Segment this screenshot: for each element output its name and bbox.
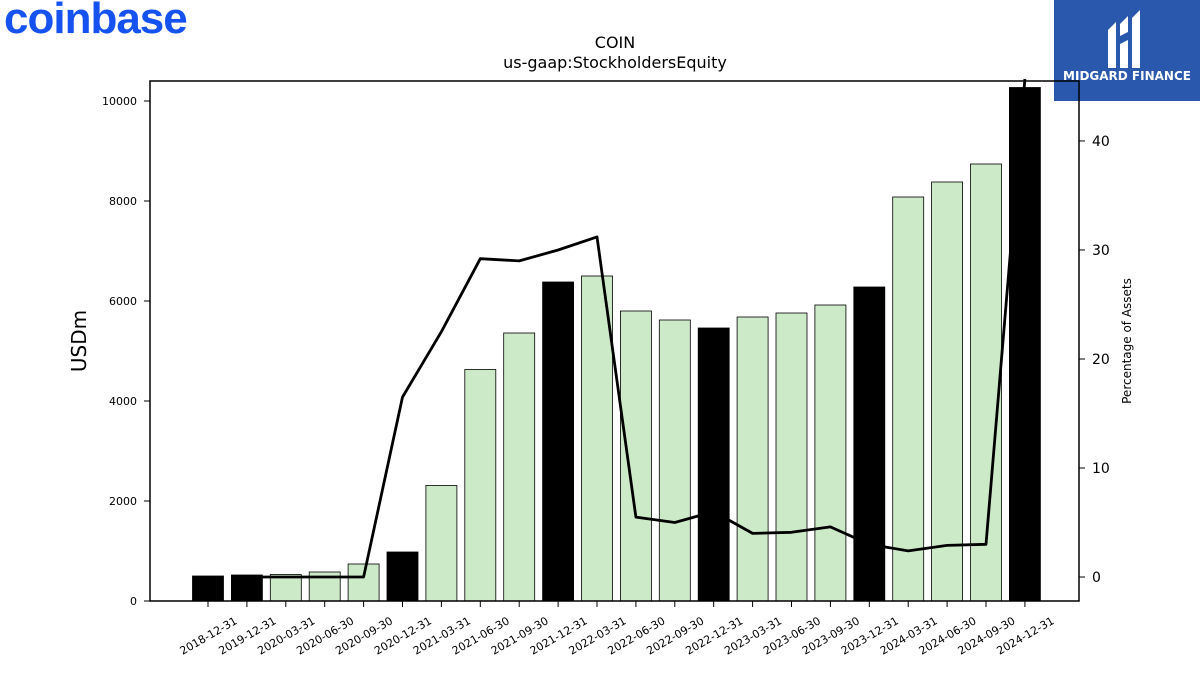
midgard-logo-icon: [1108, 10, 1140, 68]
bar-2024-12-31: [1009, 87, 1041, 602]
bar-2023-12-31: [853, 286, 886, 602]
bar-2022-03-31: [581, 275, 613, 602]
y-tick-label: 2000: [109, 495, 137, 508]
x-axis: 2018-12-312019-12-312020-03-312020-06-30…: [178, 601, 1056, 658]
coinbase-logo: coinbase: [4, 0, 188, 43]
bar-2020-12-31: [386, 551, 419, 602]
midgard-logo-label: MIDGARD FINANCE: [1063, 69, 1191, 83]
bar-2018-12-31: [192, 575, 224, 602]
bar-2022-12-31: [697, 327, 730, 602]
chart-title: COIN: [595, 33, 635, 52]
y2-tick-label: 10: [1092, 461, 1110, 477]
y-axis: 0 2000 4000 6000 8000 10000: [102, 95, 150, 608]
y2-axis-label: Percentage of Assets: [1120, 278, 1134, 404]
y2-tick-label: 20: [1092, 352, 1110, 368]
y2-tick-label: 30: [1092, 243, 1110, 259]
bar-2021-12-31: [542, 281, 574, 602]
y-axis-label: USDm: [67, 310, 91, 372]
bar-2022-06-30: [620, 310, 652, 602]
bar-series: [192, 87, 1041, 602]
midgard-finance-logo: MIDGARD FINANCE: [1054, 0, 1200, 101]
percentage-of-assets-line: [246, 78, 1027, 579]
bar-2023-09-30: [814, 304, 847, 602]
bar-2019-12-31: [230, 574, 263, 602]
bar-2022-09-30: [658, 319, 691, 602]
y-tick-label: 8000: [109, 195, 137, 208]
line-series: [246, 78, 1027, 579]
y2-axis: 0 10 20 30 40: [1079, 134, 1110, 586]
y2-tick-label: 0: [1092, 570, 1101, 586]
bar-2021-06-30: [464, 369, 497, 602]
y-tick-label: 0: [130, 595, 137, 608]
chart-subtitle: us-gaap:StockholdersEquity: [503, 53, 727, 72]
y2-tick-label: 40: [1092, 134, 1110, 150]
bar-2023-06-30: [775, 312, 808, 602]
bar-2024-06-30: [931, 181, 963, 602]
bar-2020-03-31: [269, 574, 302, 602]
y-tick-label: 10000: [102, 95, 137, 108]
y-tick-label: 6000: [109, 295, 137, 308]
bar-2021-03-31: [425, 485, 458, 602]
bar-2021-09-30: [503, 332, 536, 602]
y-tick-label: 4000: [109, 395, 137, 408]
plot-frame: [149, 80, 1080, 602]
bar-2020-09-30: [347, 563, 380, 602]
bar-2024-03-31: [892, 196, 925, 602]
bar-2023-03-31: [736, 316, 769, 602]
